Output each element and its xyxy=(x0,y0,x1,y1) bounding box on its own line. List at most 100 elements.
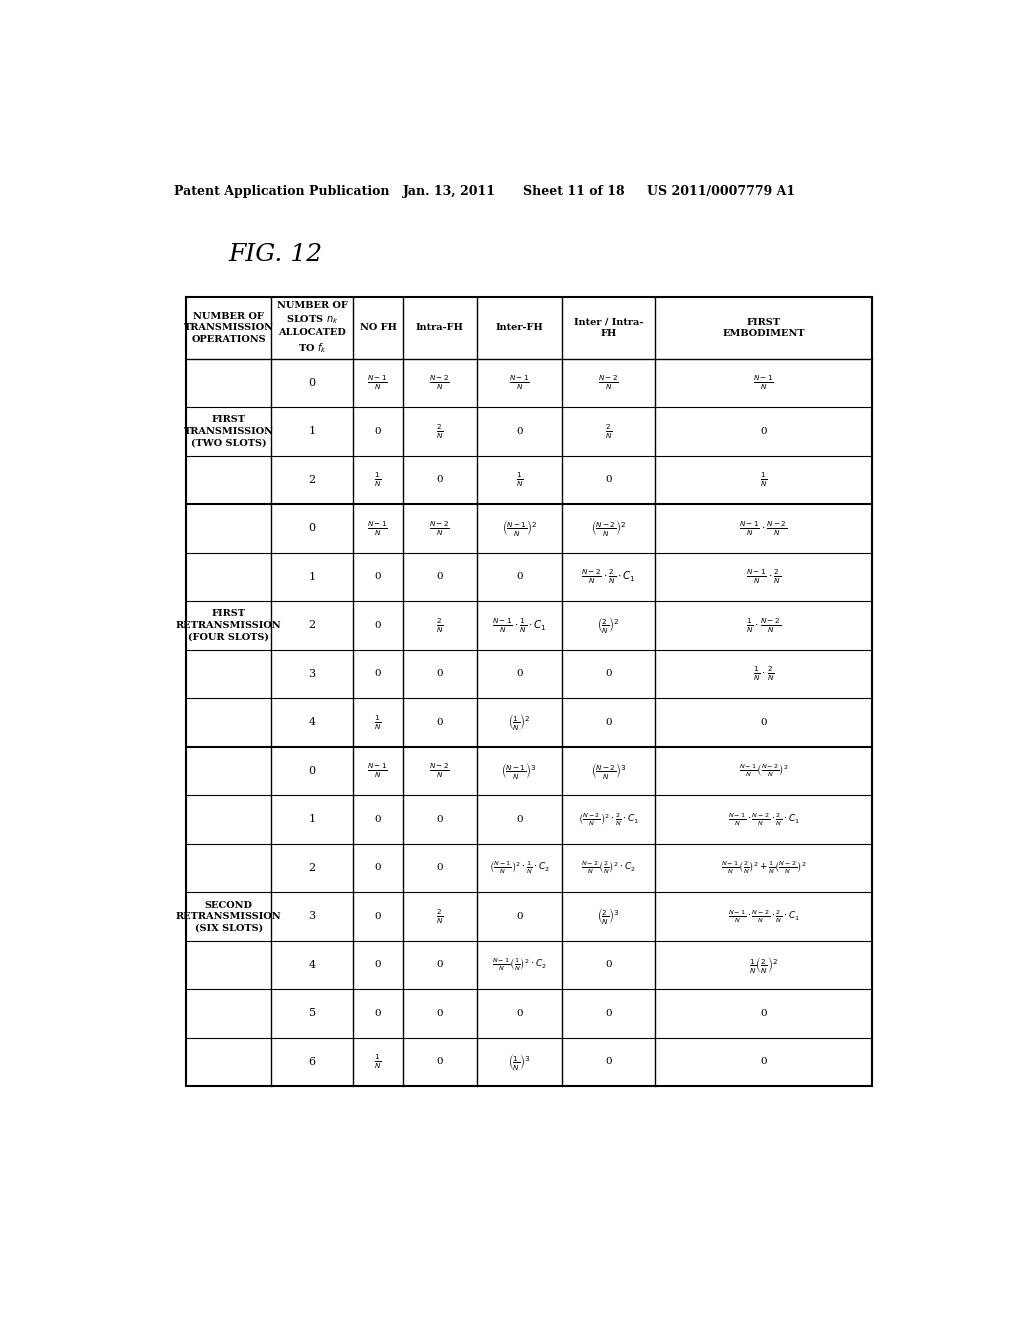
Text: 0: 0 xyxy=(605,1057,611,1067)
Text: US 2011/0007779 A1: US 2011/0007779 A1 xyxy=(647,185,796,198)
Text: $\frac{N-1}{N}\left(\frac{N-2}{N}\right)^2$: $\frac{N-1}{N}\left(\frac{N-2}{N}\right)… xyxy=(738,763,788,779)
Text: 0: 0 xyxy=(436,475,443,484)
Text: NO FH: NO FH xyxy=(359,323,396,333)
Text: $\frac{N-1}{N}$: $\frac{N-1}{N}$ xyxy=(368,762,388,780)
Text: 1: 1 xyxy=(308,572,315,582)
Text: FIG. 12: FIG. 12 xyxy=(228,243,323,267)
Text: $\left(\frac{1}{N}\right)^3$: $\left(\frac{1}{N}\right)^3$ xyxy=(508,1052,530,1072)
Text: SECOND
RETRANSMISSION
(SIX SLOTS): SECOND RETRANSMISSION (SIX SLOTS) xyxy=(176,900,282,932)
Text: $\frac{N-1}{N}\cdot\frac{N-2}{N}\cdot\frac{2}{N}\cdot C_1$: $\frac{N-1}{N}\cdot\frac{N-2}{N}\cdot\fr… xyxy=(728,908,800,925)
Text: $\frac{N-1}{N}\cdot\frac{2}{N}$: $\frac{N-1}{N}\cdot\frac{2}{N}$ xyxy=(745,568,781,586)
Text: FIRST
RETRANSMISSION
(FOUR SLOTS): FIRST RETRANSMISSION (FOUR SLOTS) xyxy=(176,610,282,642)
Text: 3: 3 xyxy=(308,669,315,678)
Text: $\frac{N-2}{N}$: $\frac{N-2}{N}$ xyxy=(429,374,451,392)
Text: 3: 3 xyxy=(308,912,315,921)
Text: 2: 2 xyxy=(308,475,315,484)
Text: FIRST
EMBODIMENT: FIRST EMBODIMENT xyxy=(722,318,805,338)
Text: 0: 0 xyxy=(375,620,381,630)
Text: $\frac{1}{N}$: $\frac{1}{N}$ xyxy=(374,471,382,490)
Text: 0: 0 xyxy=(375,426,381,436)
Text: 0: 0 xyxy=(760,1057,767,1067)
Text: 0: 0 xyxy=(375,1008,381,1018)
Text: Inter-FH: Inter-FH xyxy=(496,323,544,333)
Text: $\left(\frac{N-2}{N}\right)^2$: $\left(\frac{N-2}{N}\right)^2$ xyxy=(591,519,627,539)
Text: 0: 0 xyxy=(436,1057,443,1067)
Text: $\frac{1}{N}\cdot\frac{2}{N}$: $\frac{1}{N}\cdot\frac{2}{N}$ xyxy=(753,665,774,684)
Text: $\frac{1}{N}$: $\frac{1}{N}$ xyxy=(760,471,767,490)
Text: 0: 0 xyxy=(436,863,443,873)
Text: 0: 0 xyxy=(436,961,443,969)
Text: 0: 0 xyxy=(760,1008,767,1018)
Text: $\frac{N-1}{N}$: $\frac{N-1}{N}$ xyxy=(509,374,529,392)
Text: $\frac{1}{N}$: $\frac{1}{N}$ xyxy=(374,1053,382,1072)
Text: $\left(\frac{1}{N}\right)^2$: $\left(\frac{1}{N}\right)^2$ xyxy=(508,713,530,733)
Text: 0: 0 xyxy=(516,669,522,678)
Text: $\left(\frac{N-1}{N}\right)^3$: $\left(\frac{N-1}{N}\right)^3$ xyxy=(502,760,538,781)
Text: 0: 0 xyxy=(605,669,611,678)
Text: $\frac{2}{N}$: $\frac{2}{N}$ xyxy=(436,907,443,925)
Text: 0: 0 xyxy=(516,573,522,581)
Text: $\frac{2}{N}$: $\frac{2}{N}$ xyxy=(436,616,443,635)
Text: NUMBER OF
SLOTS $n_k$
ALLOCATED
TO $f_k$: NUMBER OF SLOTS $n_k$ ALLOCATED TO $f_k$ xyxy=(276,301,347,355)
Text: 6: 6 xyxy=(308,1057,315,1067)
Text: Jan. 13, 2011: Jan. 13, 2011 xyxy=(403,185,496,198)
Text: 0: 0 xyxy=(436,718,443,727)
Text: 0: 0 xyxy=(605,475,611,484)
Text: 0: 0 xyxy=(375,961,381,969)
Text: 0: 0 xyxy=(605,1008,611,1018)
Text: FIRST
TRANSMISSION
(TWO SLOTS): FIRST TRANSMISSION (TWO SLOTS) xyxy=(183,416,273,447)
Text: $\left(\frac{N-2}{N}\right)^2\cdot\frac{2}{N}\cdot C_1$: $\left(\frac{N-2}{N}\right)^2\cdot\frac{… xyxy=(578,810,639,828)
Text: $\frac{N-1}{N}\left(\frac{2}{N}\right)^2+\frac{1}{N}\left(\frac{N-2}{N}\right)^2: $\frac{N-1}{N}\left(\frac{2}{N}\right)^2… xyxy=(721,859,806,876)
Text: $\left(\frac{N-1}{N}\right)^2$: $\left(\frac{N-1}{N}\right)^2$ xyxy=(502,519,538,539)
Text: 2: 2 xyxy=(308,620,315,631)
Text: NUMBER OF
TRANSMISSION
OPERATIONS: NUMBER OF TRANSMISSION OPERATIONS xyxy=(183,312,273,343)
Text: 0: 0 xyxy=(308,378,315,388)
Text: 0: 0 xyxy=(308,524,315,533)
Text: $\frac{2}{N}$: $\frac{2}{N}$ xyxy=(605,422,612,441)
Text: 1: 1 xyxy=(308,426,315,437)
Text: $\left(\frac{2}{N}\right)^3$: $\left(\frac{2}{N}\right)^3$ xyxy=(597,907,620,927)
Text: $\frac{2}{N}$: $\frac{2}{N}$ xyxy=(436,422,443,441)
Text: 2: 2 xyxy=(308,863,315,873)
Text: $\left(\frac{2}{N}\right)^2$: $\left(\frac{2}{N}\right)^2$ xyxy=(597,615,620,635)
Text: Patent Application Publication: Patent Application Publication xyxy=(174,185,390,198)
Text: 0: 0 xyxy=(605,718,611,727)
Text: $\frac{N-1}{N}\cdot\frac{N-2}{N}$: $\frac{N-1}{N}\cdot\frac{N-2}{N}$ xyxy=(739,519,787,537)
Text: 0: 0 xyxy=(375,573,381,581)
Text: $\frac{N-1}{N}\left(\frac{1}{N}\right)^2\cdot C_2$: $\frac{N-1}{N}\left(\frac{1}{N}\right)^2… xyxy=(492,957,547,973)
Text: $\left(\frac{N-1}{N}\right)^2\cdot\frac{1}{N}\cdot C_2$: $\left(\frac{N-1}{N}\right)^2\cdot\frac{… xyxy=(488,859,550,876)
Text: 0: 0 xyxy=(516,912,522,921)
Text: $\frac{1}{N}$: $\frac{1}{N}$ xyxy=(516,471,523,490)
Text: 0: 0 xyxy=(436,1008,443,1018)
Text: $\frac{N-2}{N}\cdot\frac{2}{N}\cdot C_1$: $\frac{N-2}{N}\cdot\frac{2}{N}\cdot C_1$ xyxy=(581,568,636,586)
Text: 0: 0 xyxy=(760,426,767,436)
Text: Intra-FH: Intra-FH xyxy=(416,323,464,333)
Text: 0: 0 xyxy=(436,814,443,824)
Text: 0: 0 xyxy=(516,426,522,436)
Text: $\frac{N-2}{N}$: $\frac{N-2}{N}$ xyxy=(429,519,451,537)
Text: $\frac{1}{N}\left(\frac{2}{N}\right)^2$: $\frac{1}{N}\left(\frac{2}{N}\right)^2$ xyxy=(750,954,778,975)
Text: 0: 0 xyxy=(375,814,381,824)
Text: 0: 0 xyxy=(375,669,381,678)
Text: 0: 0 xyxy=(375,912,381,921)
Text: 0: 0 xyxy=(436,669,443,678)
Text: $\frac{1}{N}\cdot\frac{N-2}{N}$: $\frac{1}{N}\cdot\frac{N-2}{N}$ xyxy=(745,616,781,635)
Text: 0: 0 xyxy=(308,766,315,776)
Text: Sheet 11 of 18: Sheet 11 of 18 xyxy=(523,185,625,198)
Text: $\frac{N-1}{N}$: $\frac{N-1}{N}$ xyxy=(368,519,388,537)
Text: $\frac{N-2}{N}$: $\frac{N-2}{N}$ xyxy=(598,374,618,392)
Text: $\frac{1}{N}$: $\frac{1}{N}$ xyxy=(374,713,382,731)
Text: 5: 5 xyxy=(308,1008,315,1019)
Text: $\frac{N-1}{N}$: $\frac{N-1}{N}$ xyxy=(753,374,774,392)
Text: $\frac{N-1}{N}\cdot\frac{N-2}{N}\cdot\frac{2}{N}\cdot C_1$: $\frac{N-1}{N}\cdot\frac{N-2}{N}\cdot\fr… xyxy=(728,810,800,828)
Text: $\frac{N-1}{N}\cdot\frac{1}{N}\cdot C_1$: $\frac{N-1}{N}\cdot\frac{1}{N}\cdot C_1$ xyxy=(492,616,547,635)
Text: 1: 1 xyxy=(308,814,315,825)
Text: 0: 0 xyxy=(375,863,381,873)
Text: 4: 4 xyxy=(308,718,315,727)
Text: Inter / Intra-
FH: Inter / Intra- FH xyxy=(573,318,643,338)
Text: 0: 0 xyxy=(516,814,522,824)
Text: 0: 0 xyxy=(760,718,767,727)
Text: 4: 4 xyxy=(308,960,315,970)
Text: $\frac{N-2}{N}\left(\frac{2}{N}\right)^2\cdot C_2$: $\frac{N-2}{N}\left(\frac{2}{N}\right)^2… xyxy=(582,859,636,876)
Text: $\frac{N-1}{N}$: $\frac{N-1}{N}$ xyxy=(368,374,388,392)
